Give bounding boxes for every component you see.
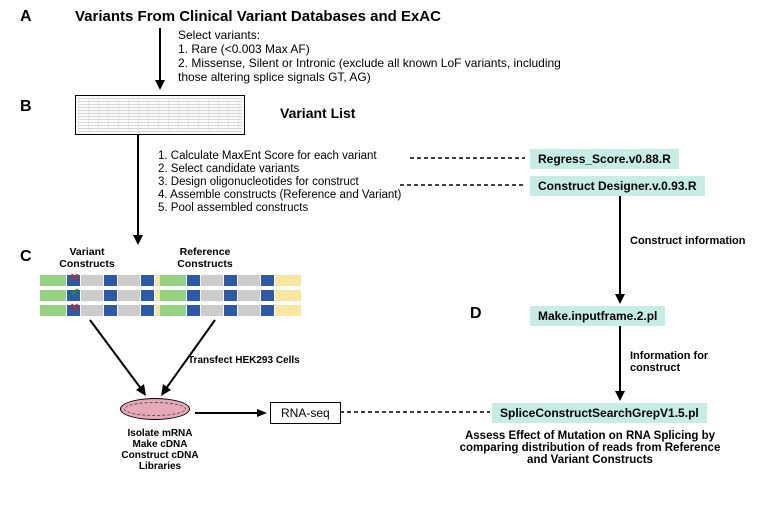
dashed-to-construct [400, 183, 525, 187]
assess-line-2: comparing distribution of reads from Ref… [440, 442, 740, 454]
panel-c-label: C [20, 248, 32, 266]
step-b-1: 1. Calculate MaxEnt Score for each varia… [158, 150, 401, 162]
script-regress: Regress_Score.v0.88.R [530, 149, 679, 169]
panel-a-label: A [20, 8, 32, 26]
reference-construct-1 [160, 275, 301, 286]
variant-constructs-label: VariantConstructs [52, 246, 122, 270]
assess-line-3: and Variant Constructs [440, 454, 740, 466]
main-title: Variants From Clinical Variant Databases… [75, 8, 441, 25]
select-variants-block: Select variants: 1. Rare (<0.003 Max AF)… [178, 28, 561, 84]
assess-block: Assess Effect of Mutation on RNA Splicin… [440, 430, 740, 466]
mark-x-icon: ✕ [70, 301, 79, 314]
info-construct-label: Information for construct [630, 350, 757, 374]
select-step-1: 1. Rare (<0.003 Max AF) [178, 42, 561, 56]
step-b-2: 2. Select candidate variants [158, 163, 401, 175]
arrow-b-to-c [128, 135, 148, 245]
dish-steps: Isolate mRNA Make cDNA Construct cDNA Li… [100, 428, 220, 472]
construct-info-label: Construct information [630, 235, 746, 247]
dashed-to-regress [410, 156, 525, 160]
dish-step-2: Make cDNA [100, 439, 220, 450]
reference-constructs [160, 275, 301, 320]
script-splice: SpliceConstructSearchGrepV1.5.pl [492, 403, 707, 423]
reference-construct-2 [160, 290, 301, 301]
arrow-makeinput-to-splice [610, 326, 630, 401]
script-construct: Construct Designer.v.0.93.R [530, 176, 705, 196]
petri-dish-icon [120, 398, 190, 420]
dish-step-3: Construct cDNA Libraries [100, 450, 220, 472]
arrow-a-to-b [150, 28, 170, 90]
mark-check-icon: ✔ [70, 286, 79, 299]
mark-x-icon: ✕ [70, 271, 79, 284]
arrow-dish-to-rnaseq [195, 408, 267, 418]
step-b-3: 3. Design oligonucleotides for construct [158, 176, 401, 188]
variant-list-label: Variant List [280, 105, 355, 121]
transfect-label: Transfect HEK293 Cells [188, 355, 300, 366]
script-makeinput: Make.inputframe.2.pl [530, 306, 665, 326]
dish-step-1: Isolate mRNA [100, 428, 220, 439]
arrow-construct-to-makeinput [610, 196, 630, 304]
select-step-2b: those altering splice signals GT, AG) [178, 70, 561, 84]
assess-line-1: Assess Effect of Mutation on RNA Splicin… [440, 430, 740, 442]
steps-b-block: 1. Calculate MaxEnt Score for each varia… [158, 150, 401, 215]
select-heading: Select variants: [178, 28, 561, 42]
select-step-2: 2. Missense, Silent or Intronic (exclude… [178, 56, 561, 70]
reference-constructs-label: ReferenceConstructs [170, 246, 240, 270]
step-b-5: 5. Pool assembled constructs [158, 202, 401, 214]
panel-d-label: D [470, 305, 482, 323]
variant-list-table [75, 95, 245, 135]
step-b-4: 4. Assemble constructs (Reference and Va… [158, 189, 401, 201]
reference-construct-3 [160, 305, 301, 316]
rnaseq-box: RNA-seq [270, 402, 341, 424]
panel-b-label: B [20, 98, 32, 116]
dashed-rnaseq-to-splice [340, 410, 490, 414]
